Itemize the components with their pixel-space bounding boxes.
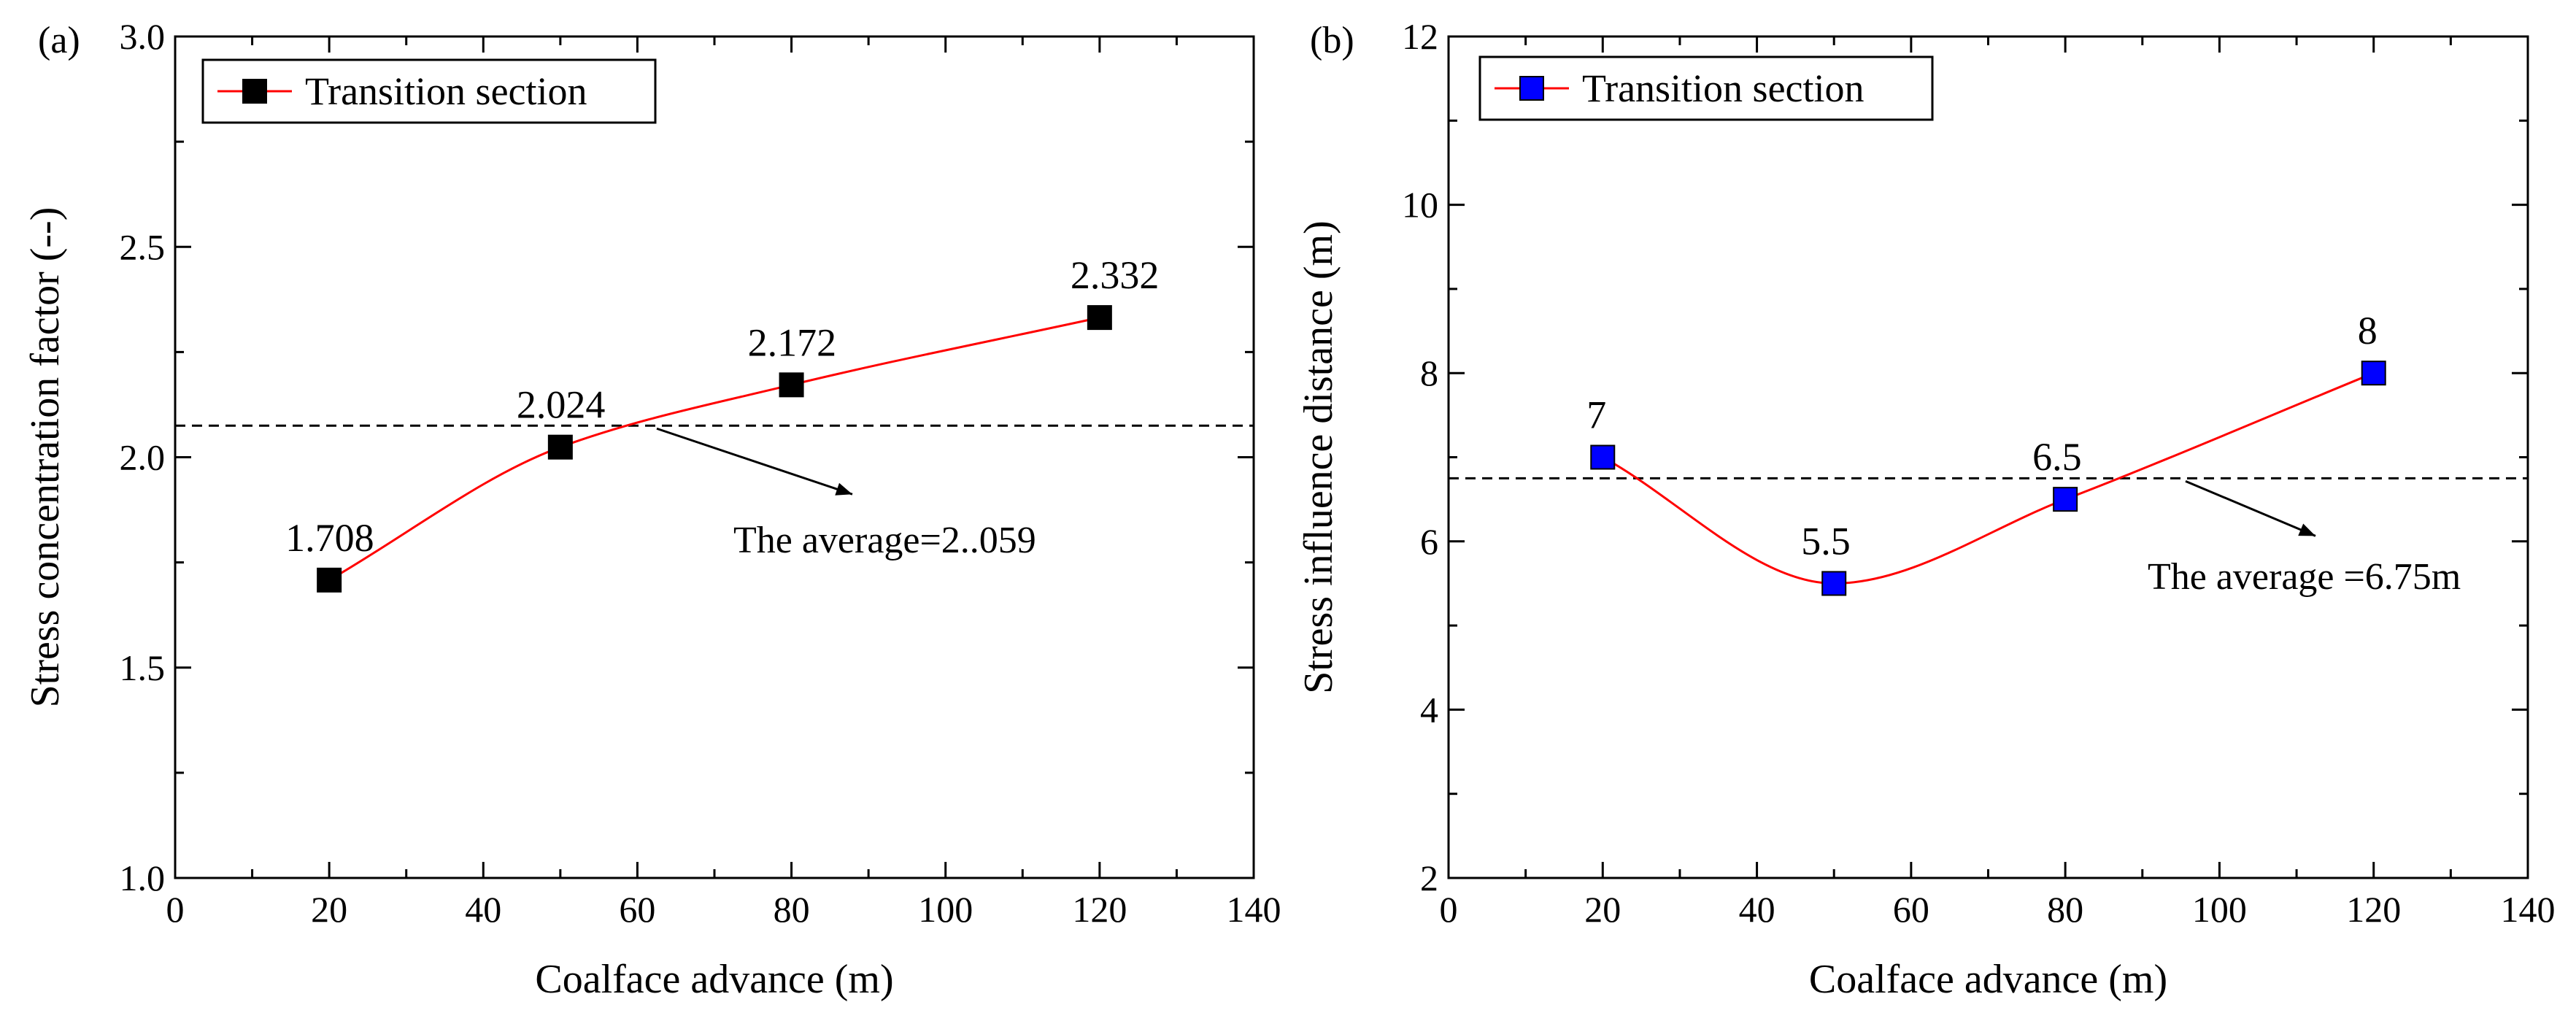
data-point	[2361, 361, 2386, 386]
y-tick-label: 10	[1402, 185, 1438, 226]
data-point	[547, 434, 573, 460]
x-tick-label: 20	[311, 889, 347, 930]
y-tick-label: 2	[1420, 858, 1438, 898]
chart-panel-b: 0 20 40 60 80 100 120 140 2 4 6 8 10 12 Coalface advan…	[1296, 16, 2556, 1002]
data-point	[779, 372, 804, 398]
x-tick-label: 120	[2346, 889, 2401, 930]
legend-label: Transition section	[1582, 66, 1864, 110]
y-tick-label: 2.5	[120, 226, 166, 267]
x-tick-label: 0	[166, 889, 185, 930]
x-tick-label: 0	[1440, 889, 1458, 930]
x-tick-label: 40	[465, 889, 501, 930]
average-arrow	[2185, 479, 2316, 537]
data-point	[1087, 305, 1112, 331]
x-tick-label: 140	[1227, 889, 1281, 930]
x-tick-label: 80	[774, 889, 810, 930]
y-tick-label: 12	[1402, 16, 1438, 57]
data-label: 8	[2358, 309, 2378, 352]
y-tick-label: 4	[1420, 689, 1438, 730]
chart-panel-a: 0 20 40 60 80 100 120 140 1.0 1.5 2.0 2.5 3.0 Coalfac…	[23, 16, 1281, 1002]
data-label: 7	[1586, 393, 1606, 437]
x-tick-label: 60	[619, 889, 655, 930]
average-label: The average=2..059	[733, 520, 1036, 561]
legend-marker	[242, 79, 267, 104]
data-label: 5.5	[1801, 519, 1851, 563]
data-label: 1.708	[285, 516, 374, 560]
x-tick-label: 120	[1072, 889, 1127, 930]
y-tick-label: 3.0	[120, 16, 166, 57]
series-line	[1602, 371, 2375, 585]
x-tick-label: 60	[1893, 889, 1929, 930]
x-tick-label: 20	[1584, 889, 1621, 930]
y-tick-label: 6	[1420, 521, 1438, 562]
data-label: 2.172	[748, 320, 837, 364]
y-tick-label: 1.5	[120, 647, 166, 688]
average-arrowhead	[835, 482, 852, 496]
x-tick-label: 140	[2501, 889, 2556, 930]
data-label: 2.332	[1071, 253, 1160, 297]
legend-label: Transition section	[305, 69, 587, 113]
panel-label: (a)	[38, 20, 80, 61]
average-arrow	[656, 427, 853, 496]
y-axis-title: Stress influence distance (m)	[1296, 220, 1341, 693]
data-label: 6.5	[2032, 435, 2082, 479]
x-axis-title: Coalface advance (m)	[535, 957, 893, 1002]
data-point	[317, 567, 342, 593]
x-tick-label: 100	[2192, 889, 2247, 930]
x-tick-label: 80	[2047, 889, 2083, 930]
x-tick-label: 100	[918, 889, 973, 930]
series-line	[328, 316, 1100, 582]
data-label: 2.024	[517, 383, 606, 427]
legend-marker	[1519, 76, 1544, 101]
panel-label: (b)	[1310, 20, 1354, 61]
average-arrowhead	[2298, 523, 2315, 536]
x-axis-title: Coalface advance (m)	[1809, 957, 2167, 1002]
y-tick-label: 8	[1420, 352, 1438, 393]
data-point	[1821, 571, 1847, 596]
y-tick-label: 2.0	[120, 437, 166, 478]
y-axis-title: Stress concentration factor (--)	[23, 207, 68, 708]
data-point	[1590, 444, 1616, 470]
y-tick-label: 1.0	[120, 858, 166, 898]
average-label: The average =6.75m	[2148, 556, 2461, 598]
data-point	[2053, 487, 2078, 512]
x-tick-label: 40	[1739, 889, 1775, 930]
